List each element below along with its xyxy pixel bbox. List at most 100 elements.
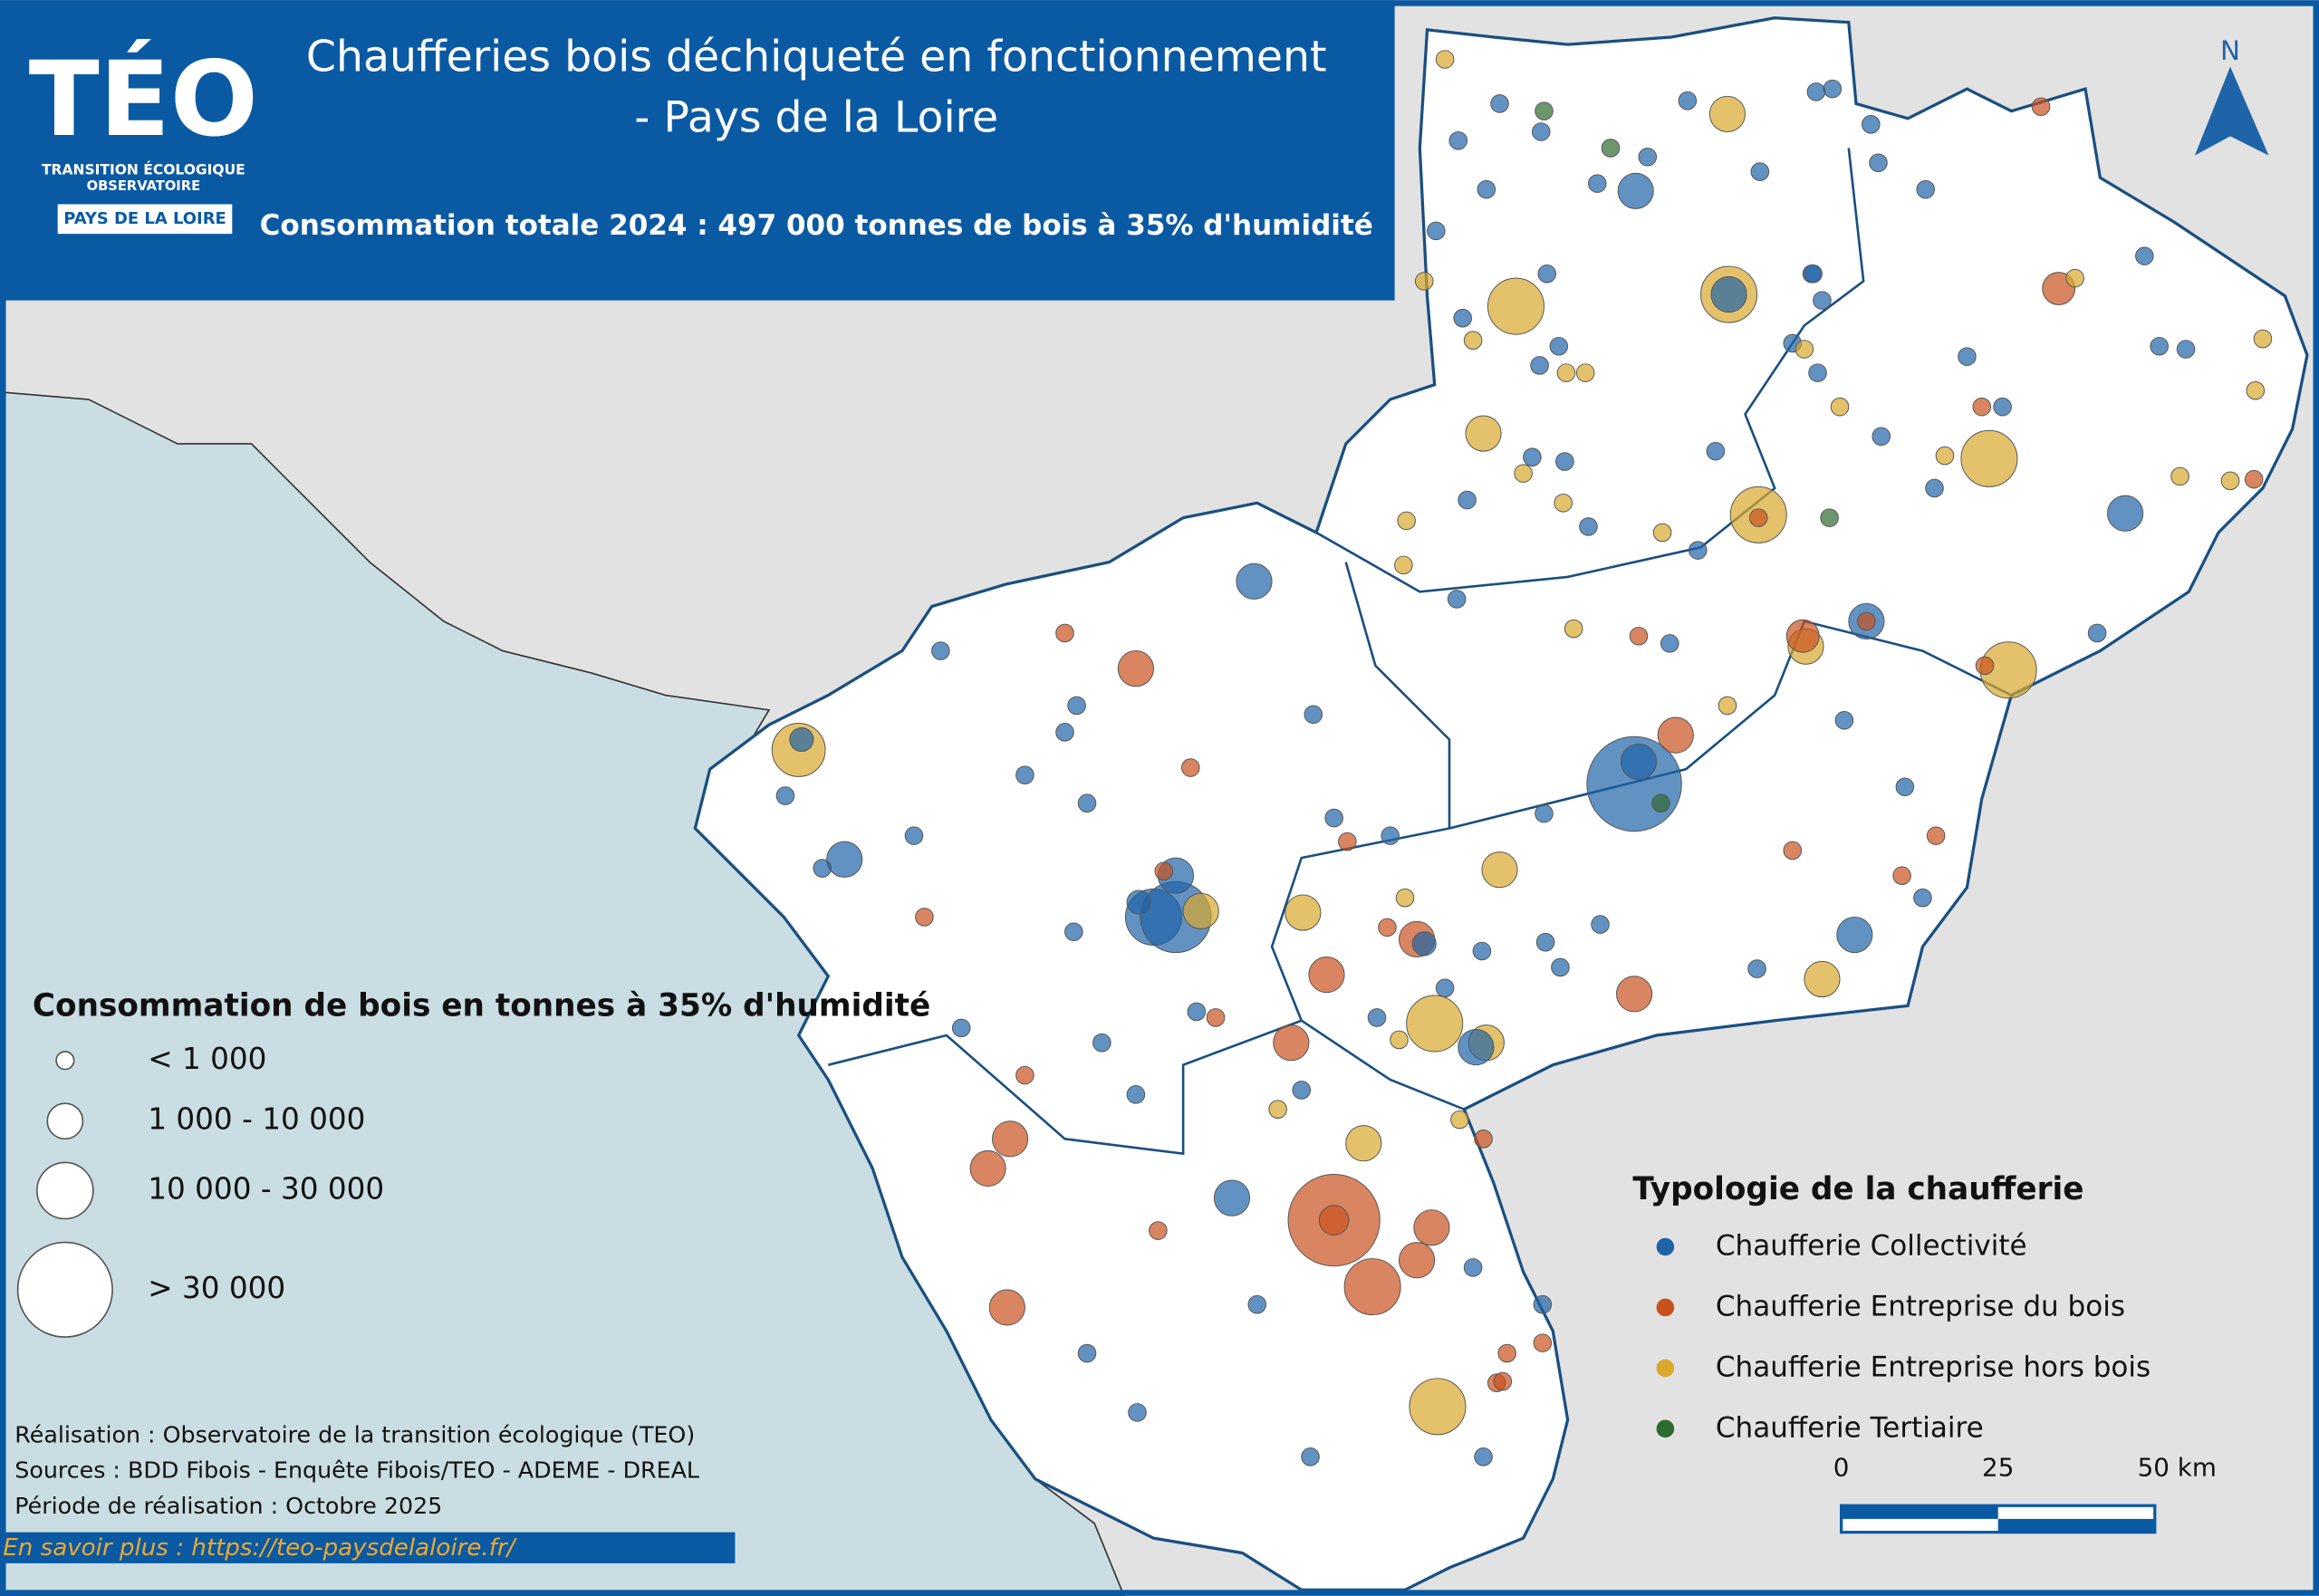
site bbox=[1591, 915, 1610, 934]
site bbox=[1657, 716, 1694, 754]
site bbox=[1708, 95, 1746, 132]
subtitle: Consommation totale 2024 : 497 000 tonne… bbox=[260, 209, 1373, 242]
link[interactable]: En savoir plus : https://teo-paysdelaloi… bbox=[3, 1534, 517, 1562]
size-legend-label: > 30 000 bbox=[148, 1271, 285, 1305]
site bbox=[826, 841, 863, 878]
site bbox=[1993, 397, 2012, 417]
site bbox=[1390, 1030, 1409, 1050]
site bbox=[1117, 650, 1154, 687]
site bbox=[992, 1120, 1029, 1158]
site bbox=[1497, 1343, 1516, 1363]
site bbox=[1395, 888, 1415, 908]
site bbox=[1409, 1378, 1467, 1436]
site bbox=[2253, 329, 2273, 349]
type-legend-label: Chaufferie Collectivité bbox=[1716, 1230, 2027, 1263]
site bbox=[1463, 331, 1483, 350]
site bbox=[1514, 464, 1533, 483]
site bbox=[988, 1289, 1025, 1326]
site bbox=[2065, 268, 2084, 288]
site bbox=[1481, 851, 1518, 889]
site bbox=[2107, 495, 2144, 532]
site bbox=[1795, 340, 1814, 359]
site bbox=[1304, 705, 1323, 725]
site bbox=[1958, 347, 1977, 366]
site bbox=[1935, 446, 1955, 466]
type-legend-label: Chaufferie Entreprise du bois bbox=[1716, 1290, 2125, 1322]
site bbox=[1187, 1002, 1207, 1022]
credit-line: Période de réalisation : Octobre 2025 bbox=[14, 1493, 442, 1519]
site bbox=[1537, 264, 1557, 284]
title: - Pays de la Loire bbox=[634, 92, 998, 142]
site bbox=[1862, 115, 1881, 134]
site bbox=[1535, 932, 1555, 952]
scale-label: 25 bbox=[1982, 1452, 2014, 1482]
site bbox=[1834, 710, 1854, 730]
site bbox=[1804, 960, 1841, 998]
site bbox=[1247, 1294, 1267, 1314]
site bbox=[1055, 623, 1074, 643]
logo-line: OBSERVATOIRE bbox=[87, 178, 201, 194]
site bbox=[1820, 508, 1839, 527]
site bbox=[1126, 1085, 1146, 1104]
region bbox=[693, 16, 2309, 1591]
logo-badge bbox=[57, 204, 233, 235]
scale-bar-segment bbox=[1841, 1505, 1998, 1519]
site bbox=[1458, 1029, 1495, 1066]
site bbox=[1972, 397, 1992, 417]
site bbox=[1301, 1447, 1320, 1466]
site bbox=[904, 826, 924, 845]
site bbox=[1406, 995, 1464, 1053]
site bbox=[1523, 447, 1542, 466]
type-legend-symbol bbox=[1656, 1359, 1675, 1378]
site bbox=[1652, 523, 1672, 543]
site bbox=[1458, 490, 1477, 510]
scale-label: 0 bbox=[1833, 1452, 1850, 1482]
site bbox=[1530, 356, 1549, 375]
site bbox=[1678, 91, 1698, 111]
site bbox=[1345, 1125, 1382, 1162]
site bbox=[2087, 623, 2107, 643]
site bbox=[1555, 452, 1574, 471]
link-bar bbox=[0, 1532, 736, 1563]
site bbox=[1092, 1033, 1111, 1053]
site bbox=[1206, 1008, 1226, 1027]
site bbox=[1601, 139, 1621, 158]
site bbox=[1324, 808, 1343, 828]
site bbox=[1895, 777, 1915, 797]
site bbox=[1872, 427, 1891, 447]
site bbox=[1338, 832, 1357, 851]
site bbox=[1587, 174, 1607, 193]
site bbox=[1273, 1024, 1310, 1062]
site bbox=[1414, 272, 1434, 291]
site bbox=[1236, 562, 1273, 600]
site bbox=[1154, 861, 1174, 881]
site bbox=[1960, 429, 2018, 487]
site bbox=[1477, 179, 1496, 199]
logo-line: TRANSITION ÉCOLOGIQUE bbox=[42, 160, 245, 178]
site bbox=[1435, 978, 1455, 998]
site bbox=[1710, 275, 1747, 313]
credit-line: Réalisation : Observatoire de la transit… bbox=[14, 1421, 695, 1447]
type-legend-symbol bbox=[1656, 1237, 1675, 1256]
site bbox=[915, 908, 934, 927]
type-legend-title: Typologie de la chaufferie bbox=[1632, 1171, 2083, 1207]
site bbox=[1616, 976, 1653, 1013]
site bbox=[969, 1149, 1006, 1187]
site bbox=[775, 786, 795, 805]
size-legend-symbol bbox=[16, 1241, 113, 1338]
title: Chaufferies bois déchiqueté en fonctionn… bbox=[306, 32, 1327, 82]
north-arrow-shape bbox=[2194, 66, 2269, 156]
site bbox=[1638, 147, 1658, 167]
site bbox=[1411, 931, 1437, 957]
site bbox=[1015, 765, 1034, 784]
site bbox=[1015, 1065, 1034, 1085]
site bbox=[2135, 246, 2154, 265]
site bbox=[1718, 696, 1737, 716]
site bbox=[1487, 277, 1544, 335]
site bbox=[1913, 888, 1932, 908]
site bbox=[1660, 634, 1679, 653]
department-borders bbox=[827, 148, 2012, 1156]
site bbox=[1413, 1209, 1450, 1246]
